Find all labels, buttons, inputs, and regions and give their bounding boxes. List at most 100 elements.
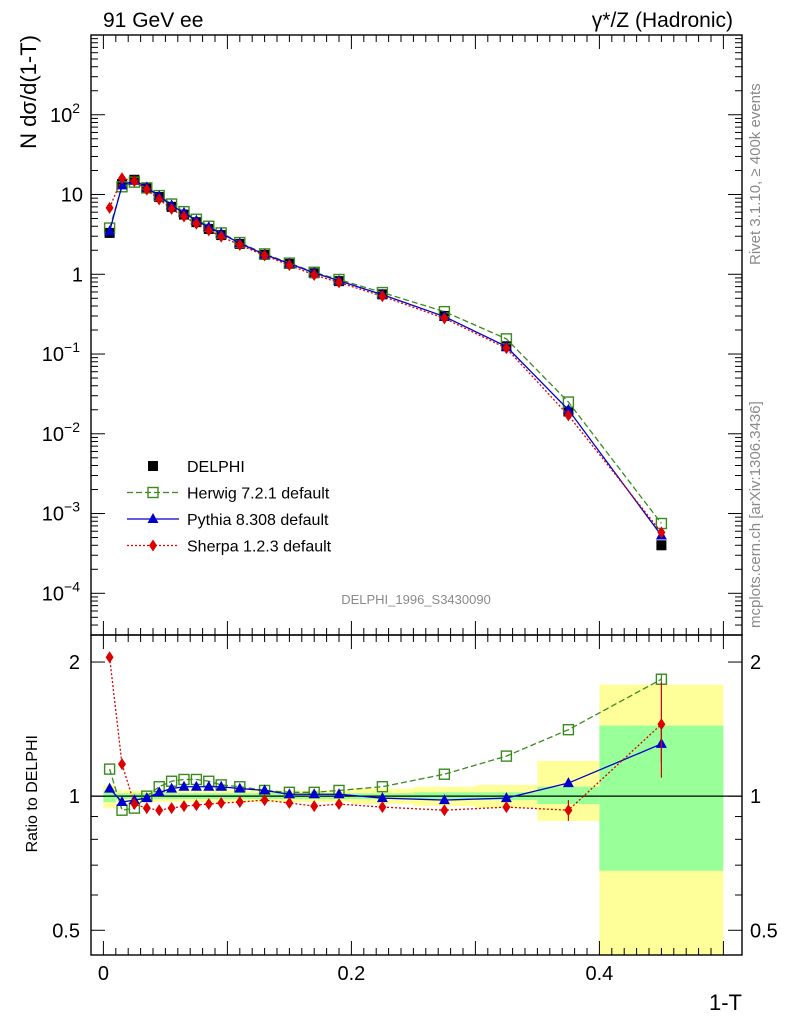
main-data-point [167,202,176,215]
main-y-tick-label: 10−2 [42,419,80,446]
main-data-point [502,342,511,355]
ratio-data-point [141,792,153,803]
ratio-y-tick-label-right: 1 [750,786,761,808]
legend-entry: Herwig 7.2.1 default [127,486,330,503]
ratio-data-point [438,794,450,805]
ratio-data-point [562,777,574,788]
ratio-data-point [657,718,666,731]
legend-label: Herwig 7.2.1 default [187,486,330,503]
ratio-data-point [105,651,114,664]
main-data-point [130,175,139,188]
main-series-diamond [105,172,666,539]
legend-label: Sherpa 1.2.3 default [187,539,332,556]
main-data-point [104,225,116,236]
ratio-data-point [502,801,511,814]
x-tick-label: 0.2 [337,963,365,985]
ratio-data-point [203,780,215,791]
ratio-data-point [234,782,246,793]
legend-marker [149,539,157,552]
ratio-data-point [333,788,345,799]
main-data-point [378,290,387,303]
header-right-title: γ*/Z (Hadronic) [592,9,733,32]
ratio-data-point [376,781,389,793]
ratio-series-line [108,678,662,811]
ratio-y-tick-label-right: 2 [750,652,761,674]
mcplots-label: mcplots.cern.ch [arXiv:1306.3436] [747,401,764,628]
x-axis-label: 1-T [709,990,742,1015]
main-data-point [235,238,244,251]
main-y-tick-label: 102 [50,100,80,127]
legend-entry: Pythia 8.308 default [127,512,329,529]
main-y-tick-label: 1 [72,264,83,286]
ratio-data-point [500,792,512,803]
main-series-line [108,179,662,536]
ratio-data-point [376,792,388,803]
legend-entry: Sherpa 1.2.3 default [127,539,332,556]
main-data-point [310,268,319,281]
header-left-title: 91 GeV ee [103,9,203,32]
ratio-data-point [440,804,449,817]
main-data-point [204,224,213,237]
ratio-data-point [167,802,176,815]
ratio-data-point [204,798,213,811]
ratio-data-point [180,800,188,813]
ratio-data-point [283,788,295,799]
ratio-data-point [192,799,201,812]
main-data-point [440,312,449,325]
ratio-data-point [308,788,320,799]
ratio-data-point [235,796,244,809]
legend-marker [147,513,159,523]
ratio-data-point [118,758,126,771]
ratio-y-axis-label: Ratio to DELPHI [24,735,41,852]
ratio-data-point [155,804,164,817]
ratio-data-point [285,797,294,810]
ratio-y-tick-label-left: 2 [69,652,80,674]
ratio-data-point [130,798,139,811]
main-data-point [260,249,269,262]
ratio-series-diamond [105,651,666,821]
ratio-data-point [260,794,269,807]
main-data-point [105,201,114,214]
main-data-point [657,526,666,539]
ratio-data-point [142,802,151,815]
ratio-data-point [178,780,190,791]
ratio-data-point [116,796,128,807]
ratio-data-point [153,786,165,797]
ratio-data-point [217,797,226,810]
ratio-data-point [259,784,271,795]
x-tick-label: 0.4 [585,963,613,985]
ratio-data-point [103,763,116,775]
main-data-point [562,403,574,414]
ratio-data-point [335,798,343,811]
rivet-label: Rivet 3.1.10, ≥ 400k events [747,83,764,265]
main-data-point [217,230,226,243]
ratio-y-tick-label-right: 0.5 [750,920,778,942]
ratio-data-point [378,801,387,814]
analysis-watermark: DELPHI_1996_S3430090 [341,592,491,607]
legend-entry: DELPHI [148,459,245,476]
ratio-y-tick-label-left: 1 [69,786,80,808]
ratio-data-point [166,782,178,793]
main-y-tick-label: 10−4 [42,578,80,605]
ratio-data-point [310,800,319,813]
x-tick-label: 0 [98,963,109,985]
main-data-point [180,210,188,223]
main-y-tick-label: 10−3 [42,499,80,526]
ratio-plot-frame [90,634,743,956]
main-data-point [155,193,164,206]
main-y-axis-label: N dσ/d(1-T) [16,35,41,149]
ratio-data-point [438,768,451,780]
ratio-inner-band [537,786,600,805]
ratio-data-point [562,723,575,736]
legend-marker [148,461,158,471]
main-data-point [142,183,151,196]
main-data-point [656,540,667,551]
main-data-point [118,172,126,185]
ratio-data-point [564,804,573,817]
ratio-data-point [215,780,227,791]
legend-label: Pythia 8.308 default [187,512,329,529]
main-series-line [109,177,662,533]
legend-marker [147,486,159,499]
ratio-y-tick-label-left: 0.5 [52,920,80,942]
